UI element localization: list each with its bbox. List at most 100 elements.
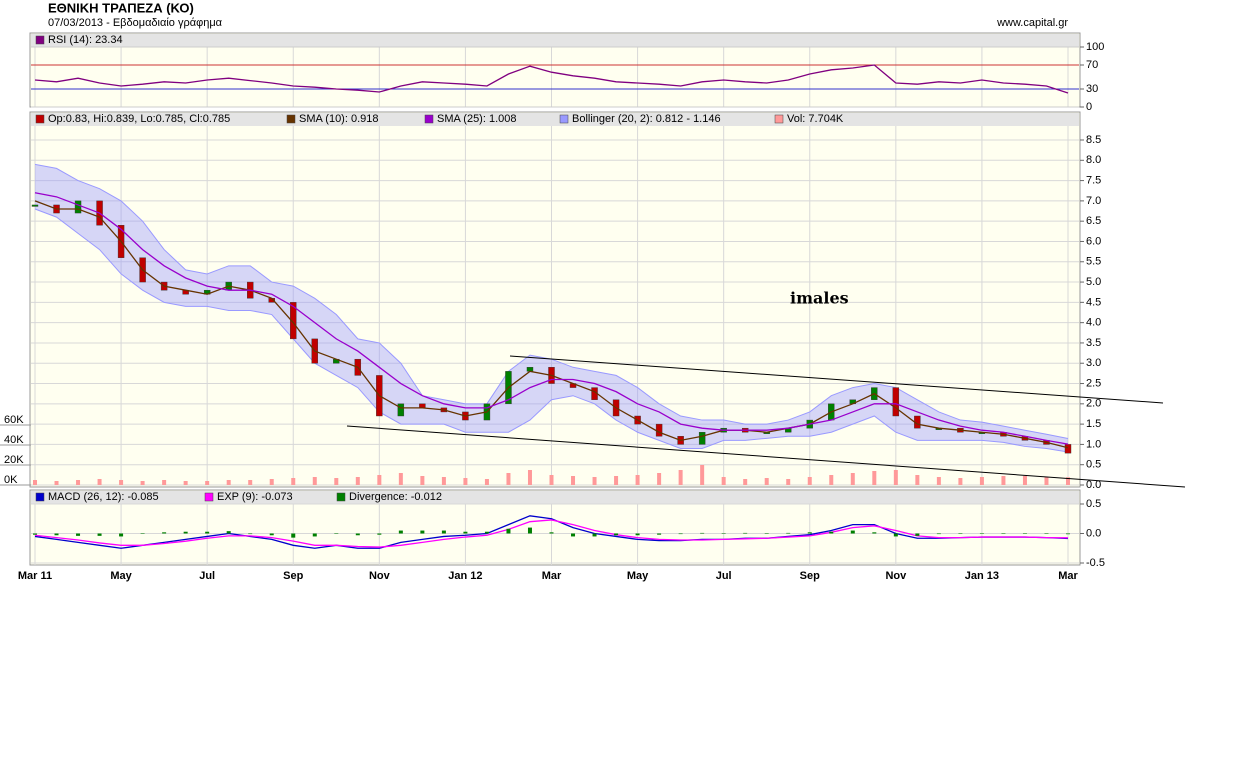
x-tick-label: May: [627, 570, 649, 582]
y-tick-label: 4.0: [1086, 317, 1101, 329]
divergence-bar: [183, 531, 188, 534]
volume-bar: [807, 477, 812, 485]
divergence-bar: [398, 530, 403, 534]
legend-swatch: [204, 492, 214, 502]
legend-swatch: [559, 114, 569, 124]
y-tick-label: 1.0: [1086, 438, 1101, 450]
volume-bar: [614, 476, 619, 485]
divergence-bar: [226, 531, 231, 534]
volume-bar: [312, 477, 317, 485]
divergence-bar: [872, 532, 877, 534]
series-line: [34, 519, 1069, 548]
plot-layer: 0 30 70 100 RSI (14): 23.34 0.0 0.5 1.0 1.5 2.0 2.…: [0, 34, 1105, 582]
divergence-bar: [915, 533, 920, 536]
volume-bar: [441, 477, 446, 485]
series-line: [34, 192, 1069, 445]
x-tick-label: Jul: [716, 570, 732, 582]
legend-label: Divergence: -0.012: [349, 491, 442, 503]
x-tick-label: Mar 11: [18, 570, 52, 582]
bollinger-lower: [34, 208, 1069, 453]
divergence-bar: [119, 533, 124, 537]
candle: [290, 302, 297, 340]
divergence-bar: [1022, 533, 1027, 534]
divergence-bar: [1066, 533, 1070, 535]
bollinger-band: [35, 164, 1068, 453]
volume-bar: [786, 479, 791, 485]
volume-bar: [183, 481, 188, 485]
volume-bar: [592, 477, 597, 485]
legend-label: SMA (10): 0.918: [299, 113, 379, 125]
divergence-bar: [441, 530, 446, 534]
legend-swatch: [286, 114, 296, 124]
legend-swatch: [774, 114, 784, 124]
y-tick-label: 0.5: [1086, 459, 1101, 471]
rsi-header: [31, 34, 1079, 47]
x-tick-label: Jul: [199, 570, 215, 582]
divergence-bar: [463, 531, 468, 534]
volume-bar: [119, 480, 124, 485]
volume-bar: [162, 480, 167, 485]
y-tick-label: 1.5: [1086, 418, 1101, 430]
volume-bar: [398, 473, 403, 485]
y-tick-label: 0.0: [1086, 527, 1101, 539]
legend-swatch: [35, 35, 45, 45]
volume-bar: [915, 475, 920, 485]
x-tick-label: Jan 13: [965, 570, 999, 582]
candle: [31, 204, 39, 207]
volume-bar: [97, 479, 102, 485]
y2-tick-label: 60K: [4, 414, 24, 426]
y-tick-label: 3.5: [1086, 337, 1101, 349]
y2-tick-label: 40K: [4, 434, 24, 446]
divergence-bar: [355, 533, 360, 536]
y-tick-label: 0.5: [1086, 498, 1101, 510]
volume-bar: [377, 475, 382, 485]
volume-bar: [205, 481, 210, 485]
divergence-bar: [162, 532, 167, 534]
divergence-bar: [614, 533, 619, 536]
x-tick-label: Jan 12: [448, 570, 482, 582]
divergence-bar: [97, 533, 102, 536]
candle: [892, 387, 900, 417]
legend-label: EXP (9): -0.073: [217, 491, 293, 503]
annotation: imales: [790, 289, 849, 308]
volume-bar: [549, 475, 554, 485]
divergence-bar: [420, 530, 425, 534]
divergence-bar: [592, 533, 597, 537]
volume-bar: [829, 475, 834, 485]
divergence-bar: [850, 530, 855, 534]
x-tick-label: Mar: [1058, 570, 1078, 582]
legend-label: Op:0.83, Hi:0.839, Lo:0.785, Cl:0.785: [48, 113, 230, 125]
volume-bar: [936, 477, 941, 485]
volume-bar: [1001, 476, 1006, 485]
candle: [74, 200, 82, 214]
volume-bar: [527, 470, 532, 485]
divergence-bar: [377, 533, 382, 535]
volume-bar: [269, 479, 274, 485]
candle: [698, 432, 706, 445]
y2-tick-label: 20K: [4, 454, 24, 466]
legend-swatch: [35, 492, 45, 502]
y-tick-label: 3.0: [1086, 357, 1101, 369]
volume-bar: [872, 471, 877, 485]
volume-bar: [291, 478, 296, 485]
volume-bar: [54, 481, 59, 485]
volume-bar: [850, 473, 855, 485]
divergence-bar: [334, 533, 339, 534]
legend-label: Bollinger (20, 2): 0.812 - 1.146: [572, 113, 721, 125]
volume-bar: [463, 478, 468, 485]
divergence-bar: [269, 533, 274, 536]
x-tick-label: Sep: [283, 570, 303, 582]
volume-bar: [140, 481, 145, 485]
trend-line-lower: [346, 425, 1186, 488]
y-tick-label: 7.5: [1086, 174, 1101, 186]
y-tick-label: 5.0: [1086, 276, 1101, 288]
y-tick-label: 100: [1086, 41, 1104, 53]
y-tick-label: 70: [1086, 59, 1098, 71]
y-tick-label: 2.0: [1086, 398, 1101, 410]
divergence-bar: [571, 533, 576, 537]
divergence-bar: [1001, 533, 1006, 534]
volume-bar: [248, 480, 253, 485]
divergence-bar: [743, 532, 748, 534]
y-tick-label: 30: [1086, 83, 1098, 95]
